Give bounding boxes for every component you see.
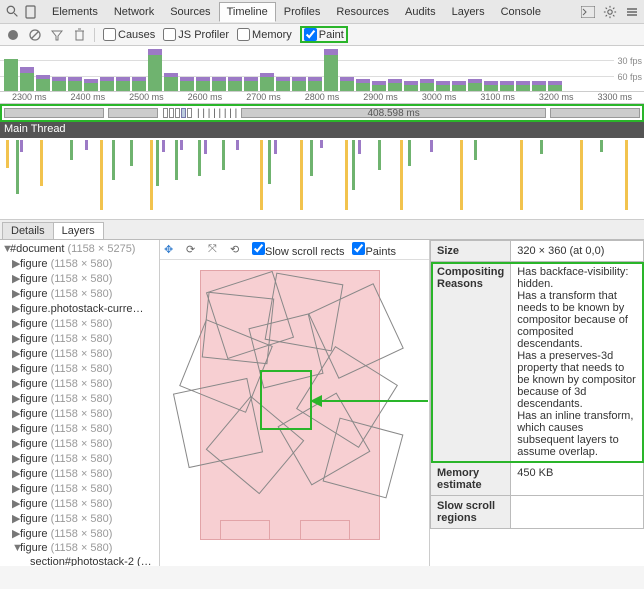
mainthread-chart[interactable] — [0, 138, 644, 220]
panel-tabs: ElementsNetworkSourcesTimelineProfilesRe… — [44, 2, 549, 22]
devtools-topbar: ElementsNetworkSourcesTimelineProfilesRe… — [0, 0, 644, 24]
causes-checkbox[interactable]: Causes — [103, 28, 155, 41]
tree-row[interactable]: ▶figure (1158 × 580) — [0, 436, 159, 451]
console-toggle-icon[interactable] — [580, 4, 596, 20]
tree-row[interactable]: ▶figure (1158 × 580) — [0, 346, 159, 361]
paint-checkbox-highlight: Paint — [300, 26, 348, 43]
tree-row[interactable]: ▶figure (1158 × 580) — [0, 421, 159, 436]
overview-highlight[interactable]: | | | | | | | | 408.598 ms — [0, 104, 644, 122]
tree-row[interactable]: ▼figure (1158 × 580) — [0, 541, 159, 555]
tab-profiles[interactable]: Profiles — [276, 2, 329, 22]
tab-sources[interactable]: Sources — [162, 2, 218, 22]
fps-60-label: 60 fps — [617, 72, 642, 82]
compreasons-key: Compositing Reasons — [431, 262, 511, 463]
record-icon[interactable] — [6, 28, 20, 42]
tree-row[interactable]: ▶figure (1158 × 580) — [0, 316, 159, 331]
overview-duration: 408.598 ms — [367, 108, 419, 119]
compreasons-val: Has backface-visibility: hidden. Has a t… — [511, 262, 644, 463]
tab-elements[interactable]: Elements — [44, 2, 106, 22]
tree-row[interactable]: ▶figure (1158 × 580) — [0, 466, 159, 481]
tree-row[interactable]: ▶figure (1158 × 580) — [0, 451, 159, 466]
tree-row[interactable]: ▶figure (1158 × 580) — [0, 376, 159, 391]
move-icon[interactable]: ✥ — [164, 243, 178, 257]
size-key: Size — [431, 241, 511, 262]
device-icon[interactable] — [22, 4, 38, 20]
tree-row[interactable]: section#photostack-2 (… — [0, 555, 159, 566]
tree-row[interactable]: ▶figure (1158 × 580) — [0, 481, 159, 496]
ssr-val — [511, 496, 644, 529]
jsprofiler-checkbox[interactable]: JS Profiler — [163, 28, 229, 41]
tree-row[interactable]: ▶figure (1158 × 580) — [0, 496, 159, 511]
no-icon[interactable] — [28, 28, 42, 42]
mem-val: 450 KB — [511, 463, 644, 496]
tree-row[interactable]: ▶figure (1158 × 580) — [0, 406, 159, 421]
mainthread-label: Main Thread — [0, 122, 644, 138]
fps-chart[interactable]: 30 fps 60 fps 2300 ms2400 ms2500 ms2600 … — [0, 46, 644, 104]
tree-row[interactable]: ▼#document (1158 × 5275) — [0, 242, 159, 256]
subtab-details[interactable]: Details — [2, 222, 54, 239]
tree-row[interactable]: ▶figure (1158 × 580) — [0, 391, 159, 406]
tree-row[interactable]: ▶figure (1158 × 580) — [0, 361, 159, 376]
filter-icon[interactable] — [50, 28, 64, 42]
slow-scroll-checkbox[interactable]: Slow scroll rects — [252, 242, 344, 258]
tab-network[interactable]: Network — [106, 2, 162, 22]
subtab-layers[interactable]: Layers — [53, 222, 104, 239]
tree-row[interactable]: ▶figure (1158 × 580) — [0, 511, 159, 526]
tab-resources[interactable]: Resources — [328, 2, 397, 22]
rotate-icon[interactable]: ⟳ — [186, 243, 200, 257]
reset-icon[interactable]: ⟲ — [230, 243, 244, 257]
layers-canvas[interactable] — [160, 260, 429, 566]
tree-row[interactable]: ▶figure.photostack-curre… — [0, 301, 159, 316]
drawer-icon[interactable] — [624, 4, 640, 20]
tab-audits[interactable]: Audits — [397, 2, 444, 22]
tree-row[interactable]: ▶figure (1158 × 580) — [0, 256, 159, 271]
memory-checkbox[interactable]: Memory — [237, 28, 292, 41]
tree-row[interactable]: ▶figure (1158 × 580) — [0, 286, 159, 301]
mem-key: Memory estimate — [431, 463, 511, 496]
search-icon[interactable] — [4, 4, 20, 20]
layer-tree[interactable]: ▼#document (1158 × 5275)▶figure (1158 × … — [0, 240, 160, 566]
tab-layers[interactable]: Layers — [444, 2, 493, 22]
size-val: 320 × 360 (at 0,0) — [511, 241, 644, 262]
tab-console[interactable]: Console — [493, 2, 549, 22]
tab-timeline[interactable]: Timeline — [219, 2, 276, 22]
tree-row[interactable]: ▶figure (1158 × 580) — [0, 271, 159, 286]
gear-icon[interactable] — [602, 4, 618, 20]
pan-icon[interactable]: ⤧ — [208, 243, 222, 257]
paints-overlay-checkbox[interactable]: Paints — [352, 242, 396, 258]
tree-row[interactable]: ▶figure (1158 × 580) — [0, 331, 159, 346]
layer-details-panel: Size 320 × 360 (at 0,0) Compositing Reas… — [429, 240, 644, 566]
ssr-key: Slow scroll regions — [431, 496, 511, 529]
fps-30-label: 30 fps — [617, 56, 642, 66]
lower-subtabs: Details Layers — [0, 220, 644, 240]
paint-checkbox[interactable]: Paint — [304, 28, 344, 41]
time-axis: 2300 ms2400 ms2500 ms2600 ms2700 ms2800 … — [0, 91, 644, 103]
trash-icon[interactable] — [72, 28, 86, 42]
layers-canvas-toolbar: ✥ ⟳ ⤧ ⟲ Slow scroll rects Paints — [160, 240, 429, 260]
timeline-toolbar: Causes JS Profiler Memory Paint — [0, 24, 644, 46]
tree-row[interactable]: ▶figure (1158 × 580) — [0, 526, 159, 541]
